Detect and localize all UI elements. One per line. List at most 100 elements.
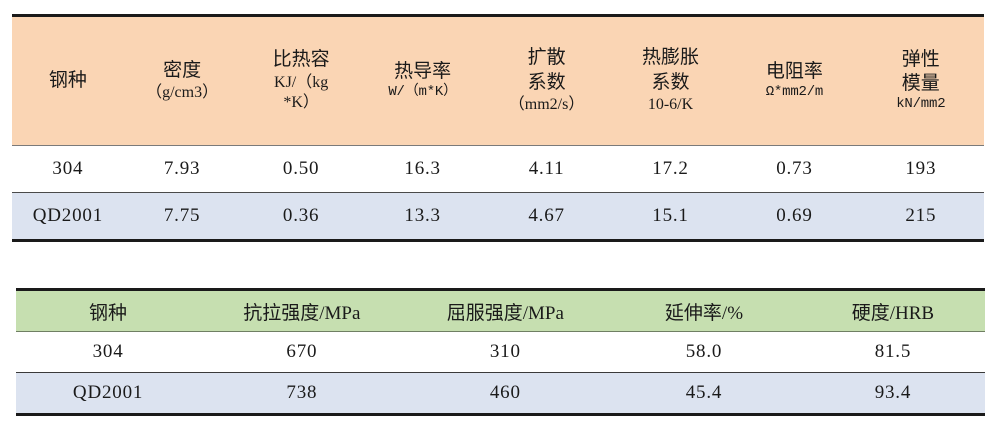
header-line-cn: 电阻率 xyxy=(765,60,823,82)
physical-table-body: 304 7.93 0.50 16.3 4.11 17.2 0.73 193 QD… xyxy=(12,145,984,242)
cell-steel-grade: 304 xyxy=(12,145,124,193)
col-header-elastic-modulus: 弹性 模量 kN/mm2 xyxy=(857,14,984,146)
cell-value: QD2001 xyxy=(72,382,144,403)
cell-value: 17.2 xyxy=(652,158,689,179)
cell-value: 45.4 xyxy=(685,382,723,403)
cell-value: 4.67 xyxy=(528,205,565,226)
cell-resistivity: 0.73 xyxy=(731,145,858,193)
header-line-unit: （g/cm3） xyxy=(146,83,219,101)
col-header-specific-heat: 比热容 KJ/（kg *K） xyxy=(240,14,362,146)
cell-value: 0.69 xyxy=(776,205,813,226)
header-line-unit: W/（m*K） xyxy=(388,84,457,101)
cell-thermal-conductivity: 16.3 xyxy=(361,145,484,193)
header-label: 抗拉强度/MPa xyxy=(243,302,361,324)
physical-table-head: 钢种 密度 （g/cm3） 比热容 KJ/（kg *K） xyxy=(12,14,984,146)
cell-elastic-modulus: 193 xyxy=(857,145,984,193)
cell-value: 0.36 xyxy=(282,205,320,226)
cell-value: 738 xyxy=(286,382,318,403)
header-line-unit: 10-6/K xyxy=(647,96,694,114)
header-line-cn: 热膨胀 xyxy=(641,47,699,69)
header-line-unit: KJ/（kg xyxy=(274,73,329,91)
table-row: QD2001 7.75 0.36 13.3 4.67 15.1 0.69 215 xyxy=(12,192,984,242)
header-line-cn-2: 系数 xyxy=(651,71,690,93)
col-header-elongation: 延伸率/% xyxy=(607,288,801,332)
cell-value: 4.11 xyxy=(528,158,565,179)
col-header-density: 密度 （g/cm3） xyxy=(123,14,241,146)
header-label: 屈服强度/MPa xyxy=(446,302,564,324)
cell-value: 13.3 xyxy=(404,205,441,226)
col-header-steel-grade: 钢种 xyxy=(12,14,124,146)
cell-value: 15.1 xyxy=(652,205,689,226)
cell-value: 310 xyxy=(489,341,521,362)
header-line-unit: Ω*mm2/m xyxy=(765,84,824,101)
header-line-unit: （mm2/s） xyxy=(508,96,585,114)
cell-tensile-strength: 670 xyxy=(200,331,404,373)
cell-density: 7.75 xyxy=(123,192,241,242)
cell-value: 58.0 xyxy=(685,341,723,362)
cell-value: 93.4 xyxy=(874,382,912,403)
col-header-thermal-expansion: 热膨胀 系数 10-6/K xyxy=(609,14,732,146)
col-header-yield-strength: 屈服强度/MPa xyxy=(403,288,608,332)
table-header-row: 钢种 抗拉强度/MPa 屈服强度/MPa 延伸率/% 硬度/HRB xyxy=(16,288,985,332)
col-header-thermal-conductivity: 热导率 W/（m*K） xyxy=(361,14,484,146)
cell-hardness: 93.4 xyxy=(800,372,985,416)
cell-resistivity: 0.69 xyxy=(731,192,858,242)
cell-value: 7.93 xyxy=(163,158,201,179)
cell-value: 193 xyxy=(905,158,937,179)
header-line-cn: 弹性 xyxy=(901,48,940,70)
cell-value: QD2001 xyxy=(32,205,103,226)
cell-steel-grade: QD2001 xyxy=(12,192,124,242)
header-line-cn-2: 模量 xyxy=(901,73,940,95)
physical-properties-table: 钢种 密度 （g/cm3） 比热容 KJ/（kg *K） xyxy=(12,14,984,242)
cell-yield-strength: 310 xyxy=(403,331,608,373)
cell-value: 460 xyxy=(489,382,521,403)
header-line-cn: 扩散 xyxy=(527,47,566,69)
cell-elongation: 45.4 xyxy=(607,372,801,416)
cell-steel-grade: QD2001 xyxy=(16,372,201,416)
mechanical-table-body: 304 670 310 58.0 81.5 QD2001 738 460 45.… xyxy=(16,331,985,416)
cell-value: 0.50 xyxy=(282,158,320,179)
cell-diffusivity: 4.11 xyxy=(483,145,610,193)
col-header-steel-grade: 钢种 xyxy=(16,288,201,332)
cell-value: 81.5 xyxy=(874,341,912,362)
table-header-row: 钢种 密度 （g/cm3） 比热容 KJ/（kg *K） xyxy=(12,14,984,146)
cell-yield-strength: 460 xyxy=(403,372,608,416)
header-line-cn: 热导率 xyxy=(394,60,452,82)
cell-thermal-expansion: 15.1 xyxy=(609,192,732,242)
cell-value: 304 xyxy=(52,158,84,179)
table-row: QD2001 738 460 45.4 93.4 xyxy=(16,372,985,416)
header-line-cn: 密度 xyxy=(163,59,202,81)
cell-hardness: 81.5 xyxy=(800,331,985,373)
cell-value: 16.3 xyxy=(404,158,441,179)
header-label: 钢种 xyxy=(89,302,128,324)
cell-steel-grade: 304 xyxy=(16,331,201,373)
cell-density: 7.93 xyxy=(123,145,241,193)
header-line-unit: kN/mm2 xyxy=(896,96,946,113)
cell-value: 215 xyxy=(905,205,937,226)
mechanical-table-head: 钢种 抗拉强度/MPa 屈服强度/MPa 延伸率/% 硬度/HRB xyxy=(16,288,985,332)
cell-value: 7.75 xyxy=(163,205,201,226)
mechanical-properties-table: 钢种 抗拉强度/MPa 屈服强度/MPa 延伸率/% 硬度/HRB 304 6 xyxy=(16,288,985,416)
cell-value: 670 xyxy=(286,341,318,362)
cell-value: 304 xyxy=(92,341,124,362)
cell-elastic-modulus: 215 xyxy=(857,192,984,242)
header-line-cn-2: 系数 xyxy=(527,71,566,93)
header-line-cn: 钢种 xyxy=(48,69,87,91)
cell-specific-heat: 0.36 xyxy=(240,192,362,242)
cell-diffusivity: 4.67 xyxy=(483,192,610,242)
cell-thermal-expansion: 17.2 xyxy=(609,145,732,193)
header-label: 硬度/HRB xyxy=(851,302,935,324)
header-line-unit-2: *K） xyxy=(283,94,319,112)
cell-elongation: 58.0 xyxy=(607,331,801,373)
header-label: 延伸率/% xyxy=(664,302,744,324)
cell-thermal-conductivity: 13.3 xyxy=(361,192,484,242)
cell-tensile-strength: 738 xyxy=(200,372,404,416)
col-header-diffusivity: 扩散 系数 （mm2/s） xyxy=(483,14,610,146)
col-header-resistivity: 电阻率 Ω*mm2/m xyxy=(731,14,858,146)
cell-value: 0.73 xyxy=(776,158,813,179)
table-row: 304 7.93 0.50 16.3 4.11 17.2 0.73 193 xyxy=(12,145,984,193)
table-row: 304 670 310 58.0 81.5 xyxy=(16,331,985,373)
cell-specific-heat: 0.50 xyxy=(240,145,362,193)
header-line-cn: 比热容 xyxy=(272,49,330,71)
